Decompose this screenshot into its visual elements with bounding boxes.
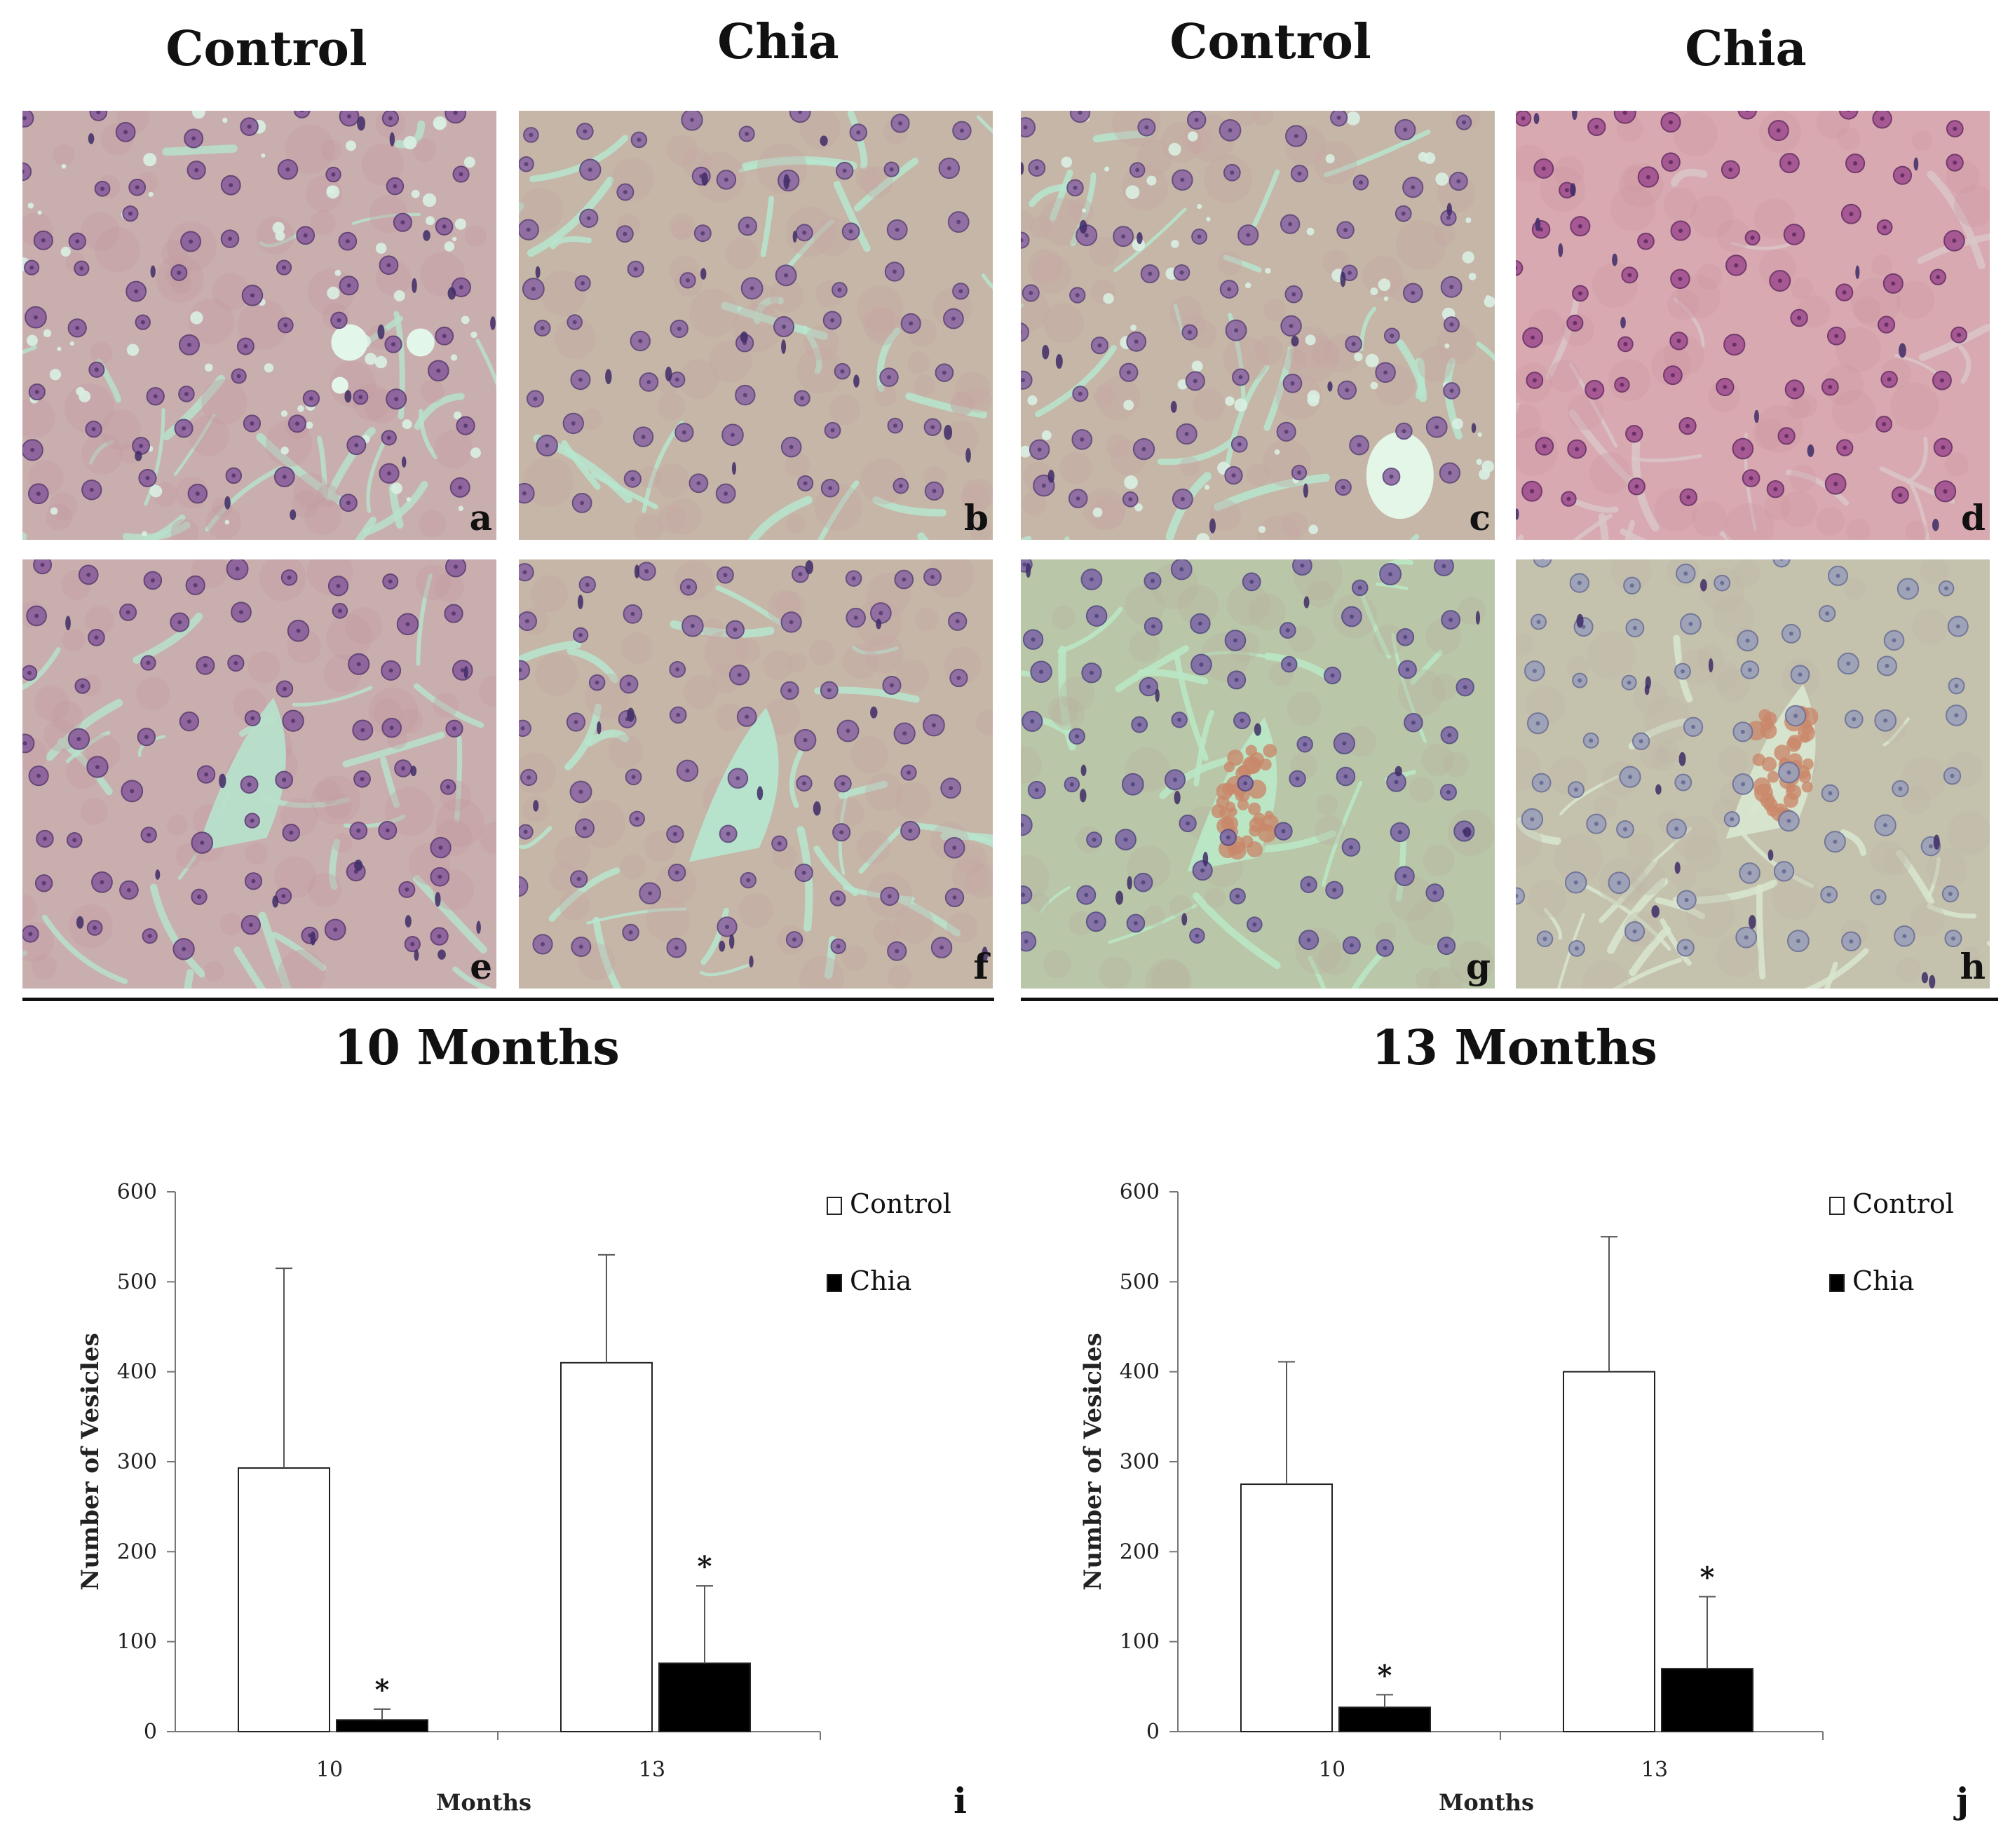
period-label-10-months: 10 Months bbox=[334, 1020, 620, 1076]
micrograph-panel-c: c bbox=[1021, 111, 1495, 540]
micrograph-texture bbox=[1516, 111, 1990, 540]
x-tick-label: 10 bbox=[1319, 1758, 1345, 1782]
y-tick-label: 0 bbox=[144, 1720, 157, 1744]
y-tick-label: 300 bbox=[117, 1450, 157, 1474]
y-tick-label: 300 bbox=[1120, 1450, 1160, 1474]
x-axis-title: Months bbox=[436, 1789, 531, 1816]
micrograph-panel-b: b bbox=[519, 111, 993, 540]
period-rule-10-months bbox=[22, 998, 994, 1001]
bar-chart-svg: 0 100 200 300 400 500 600 10 * 13 * Months Number of… bbox=[76, 1180, 967, 1821]
bar-chia-13 bbox=[1661, 1668, 1753, 1733]
bar-control-10 bbox=[238, 1467, 330, 1732]
micrograph-panel-a: a bbox=[22, 111, 496, 540]
y-axis-title: Number of Vesicles bbox=[1079, 1333, 1107, 1590]
micrograph-texture bbox=[1021, 559, 1495, 988]
significance-marker: * bbox=[1700, 1561, 1715, 1594]
bar-control-13 bbox=[560, 1361, 653, 1733]
micrograph-panel-g: g bbox=[1021, 559, 1495, 988]
panel-letter: i bbox=[954, 1780, 967, 1821]
y-tick-label: 100 bbox=[117, 1630, 157, 1655]
y-axis-title: Number of Vesicles bbox=[76, 1333, 104, 1590]
panel-label-a: a bbox=[469, 497, 492, 538]
micrograph-texture bbox=[22, 559, 496, 988]
micrograph-panel-f: f bbox=[519, 559, 993, 988]
x-tick-label: 13 bbox=[639, 1758, 665, 1782]
legend-label: Chia bbox=[850, 1265, 911, 1296]
period-rule-13-months bbox=[1021, 998, 1998, 1001]
legend-label: Control bbox=[1852, 1188, 1954, 1219]
column-heading-chia-10: Chia bbox=[717, 14, 839, 70]
bar-chart-j: 0 100 200 300 400 500 600 10 * 13 * Months Number of… bbox=[1003, 1150, 2005, 1837]
x-axis-title: Months bbox=[1439, 1789, 1534, 1816]
bar-chia-10 bbox=[336, 1719, 428, 1732]
micrograph-texture bbox=[1021, 111, 1495, 540]
bar-chart-i: 0 100 200 300 400 500 600 10 * 13 * Months Number of… bbox=[0, 1150, 1003, 1837]
micrograph-panel-e: e bbox=[22, 559, 496, 988]
micrograph-texture bbox=[519, 559, 993, 988]
y-tick-label: 400 bbox=[1120, 1360, 1160, 1385]
micrograph-texture bbox=[519, 111, 993, 540]
legend-swatch bbox=[1829, 1274, 1845, 1292]
y-tick-label: 200 bbox=[117, 1540, 157, 1564]
micrograph-texture bbox=[22, 111, 496, 540]
panel-label-c: c bbox=[1469, 497, 1491, 538]
y-tick-label: 200 bbox=[1120, 1540, 1160, 1564]
bar-chia-13 bbox=[658, 1662, 751, 1733]
bar-chia-10 bbox=[1338, 1706, 1431, 1732]
panel-label-h: h bbox=[1960, 946, 1986, 987]
panel-label-f: f bbox=[973, 946, 989, 987]
micrograph-panel-d: d bbox=[1516, 111, 1990, 540]
significance-marker: * bbox=[1378, 1659, 1392, 1692]
bar-chart-svg: 0 100 200 300 400 500 600 10 * 13 * Months Number of… bbox=[1079, 1180, 1969, 1821]
legend-swatch bbox=[827, 1274, 842, 1292]
y-tick-label: 100 bbox=[1120, 1630, 1160, 1655]
y-tick-label: 500 bbox=[117, 1270, 157, 1294]
micrograph-texture bbox=[1516, 559, 1990, 988]
column-heading-control-10: Control bbox=[165, 21, 367, 77]
column-heading-control-13: Control bbox=[1169, 14, 1371, 70]
legend-label: Chia bbox=[1852, 1265, 1914, 1296]
panel-label-d: d bbox=[1961, 497, 1986, 538]
significance-marker: * bbox=[698, 1550, 712, 1583]
panel-label-b: b bbox=[964, 497, 989, 538]
panel-label-g: g bbox=[1466, 946, 1491, 987]
y-tick-label: 500 bbox=[1120, 1270, 1160, 1294]
y-tick-label: 400 bbox=[117, 1360, 157, 1385]
x-tick-label: 10 bbox=[316, 1758, 343, 1782]
panel-label-e: e bbox=[470, 946, 492, 987]
x-tick-label: 13 bbox=[1641, 1758, 1668, 1782]
legend-swatch bbox=[827, 1197, 842, 1215]
y-tick-label: 600 bbox=[117, 1180, 157, 1204]
bar-control-13 bbox=[1563, 1371, 1655, 1732]
period-label-13-months: 13 Months bbox=[1371, 1020, 1657, 1076]
y-tick-label: 0 bbox=[1146, 1720, 1160, 1744]
panel-letter: j bbox=[1953, 1780, 1969, 1821]
bar-control-10 bbox=[1240, 1483, 1333, 1732]
micrograph-panel-h: h bbox=[1516, 559, 1990, 988]
y-tick-label: 600 bbox=[1120, 1180, 1160, 1204]
legend-label: Control bbox=[850, 1188, 951, 1219]
column-heading-chia-13: Chia bbox=[1685, 21, 1807, 77]
significance-marker: * bbox=[375, 1673, 390, 1706]
legend-swatch bbox=[1829, 1197, 1845, 1215]
